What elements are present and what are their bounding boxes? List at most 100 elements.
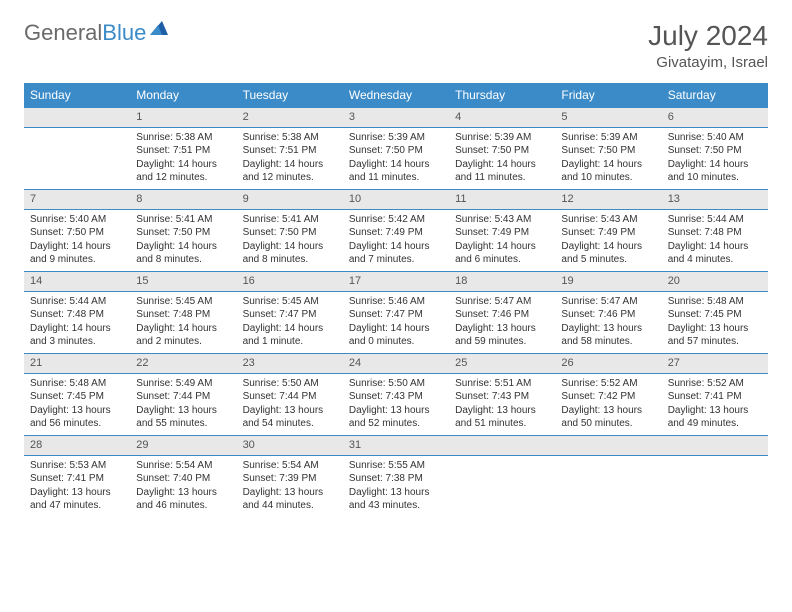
day-content: Sunrise: 5:48 AMSunset: 7:45 PMDaylight:… [24,374,130,435]
day-content: Sunrise: 5:44 AMSunset: 7:48 PMDaylight:… [662,210,768,271]
day-number: 24 [343,353,449,374]
daylight-text: Daylight: 14 hours and 8 minutes. [136,240,230,267]
day-number: 29 [130,435,236,456]
sunset-text: Sunset: 7:50 PM [136,226,230,240]
day-content: Sunrise: 5:40 AMSunset: 7:50 PMDaylight:… [24,210,130,271]
day-number: 4 [449,107,555,128]
sunrise-text: Sunrise: 5:52 AM [668,377,762,391]
day-content: Sunrise: 5:48 AMSunset: 7:45 PMDaylight:… [662,292,768,353]
sunset-text: Sunset: 7:45 PM [668,308,762,322]
sunset-text: Sunset: 7:42 PM [561,390,655,404]
calendar-week-row: 1Sunrise: 5:38 AMSunset: 7:51 PMDaylight… [24,107,768,189]
day-number [662,435,768,456]
daylight-text: Daylight: 14 hours and 11 minutes. [455,158,549,185]
day-number: 12 [555,189,661,210]
day-number: 17 [343,271,449,292]
sunrise-text: Sunrise: 5:49 AM [136,377,230,391]
sunset-text: Sunset: 7:38 PM [349,472,443,486]
sunrise-text: Sunrise: 5:51 AM [455,377,549,391]
day-number: 6 [662,107,768,128]
sunset-text: Sunset: 7:49 PM [455,226,549,240]
sunrise-text: Sunrise: 5:42 AM [349,213,443,227]
calendar-day-cell: 14Sunrise: 5:44 AMSunset: 7:48 PMDayligh… [24,271,130,353]
daylight-text: Daylight: 14 hours and 9 minutes. [30,240,124,267]
sunrise-text: Sunrise: 5:40 AM [30,213,124,227]
day-number: 13 [662,189,768,210]
daylight-text: Daylight: 14 hours and 1 minute. [243,322,337,349]
header: GeneralBlue July 2024 Givatayim, Israel [24,20,768,71]
day-number: 7 [24,189,130,210]
day-number: 20 [662,271,768,292]
weekday-header: Monday [130,83,236,107]
day-content: Sunrise: 5:50 AMSunset: 7:43 PMDaylight:… [343,374,449,435]
daylight-text: Daylight: 13 hours and 46 minutes. [136,486,230,513]
day-number [449,435,555,456]
sunset-text: Sunset: 7:50 PM [561,144,655,158]
day-content: Sunrise: 5:54 AMSunset: 7:40 PMDaylight:… [130,456,236,517]
sunset-text: Sunset: 7:46 PM [455,308,549,322]
calendar-day-cell: 11Sunrise: 5:43 AMSunset: 7:49 PMDayligh… [449,189,555,271]
sunrise-text: Sunrise: 5:39 AM [561,131,655,145]
day-content: Sunrise: 5:52 AMSunset: 7:41 PMDaylight:… [662,374,768,435]
day-number: 21 [24,353,130,374]
title-block: July 2024 Givatayim, Israel [648,20,768,71]
day-content: Sunrise: 5:39 AMSunset: 7:50 PMDaylight:… [555,128,661,189]
calendar-day-cell: 13Sunrise: 5:44 AMSunset: 7:48 PMDayligh… [662,189,768,271]
daylight-text: Daylight: 13 hours and 58 minutes. [561,322,655,349]
day-content: Sunrise: 5:41 AMSunset: 7:50 PMDaylight:… [130,210,236,271]
sunrise-text: Sunrise: 5:38 AM [136,131,230,145]
sunset-text: Sunset: 7:44 PM [243,390,337,404]
sunset-text: Sunset: 7:46 PM [561,308,655,322]
calendar-day-cell: 28Sunrise: 5:53 AMSunset: 7:41 PMDayligh… [24,435,130,517]
day-content: Sunrise: 5:47 AMSunset: 7:46 PMDaylight:… [555,292,661,353]
calendar-day-cell: 18Sunrise: 5:47 AMSunset: 7:46 PMDayligh… [449,271,555,353]
calendar-day-cell: 21Sunrise: 5:48 AMSunset: 7:45 PMDayligh… [24,353,130,435]
sunset-text: Sunset: 7:39 PM [243,472,337,486]
weekday-header: Thursday [449,83,555,107]
sunset-text: Sunset: 7:40 PM [136,472,230,486]
daylight-text: Daylight: 13 hours and 49 minutes. [668,404,762,431]
day-content: Sunrise: 5:52 AMSunset: 7:42 PMDaylight:… [555,374,661,435]
calendar-week-row: 28Sunrise: 5:53 AMSunset: 7:41 PMDayligh… [24,435,768,517]
sunset-text: Sunset: 7:51 PM [243,144,337,158]
day-number [24,107,130,128]
calendar-week-row: 7Sunrise: 5:40 AMSunset: 7:50 PMDaylight… [24,189,768,271]
day-content: Sunrise: 5:38 AMSunset: 7:51 PMDaylight:… [130,128,236,189]
day-content: Sunrise: 5:50 AMSunset: 7:44 PMDaylight:… [237,374,343,435]
sunrise-text: Sunrise: 5:45 AM [243,295,337,309]
sunrise-text: Sunrise: 5:54 AM [243,459,337,473]
daylight-text: Daylight: 13 hours and 52 minutes. [349,404,443,431]
sunrise-text: Sunrise: 5:38 AM [243,131,337,145]
day-number: 30 [237,435,343,456]
calendar-day-cell: 23Sunrise: 5:50 AMSunset: 7:44 PMDayligh… [237,353,343,435]
sunrise-text: Sunrise: 5:44 AM [668,213,762,227]
day-number: 9 [237,189,343,210]
day-content: Sunrise: 5:45 AMSunset: 7:48 PMDaylight:… [130,292,236,353]
daylight-text: Daylight: 13 hours and 56 minutes. [30,404,124,431]
calendar-day-cell: 16Sunrise: 5:45 AMSunset: 7:47 PMDayligh… [237,271,343,353]
daylight-text: Daylight: 13 hours and 54 minutes. [243,404,337,431]
daylight-text: Daylight: 14 hours and 10 minutes. [561,158,655,185]
sunset-text: Sunset: 7:47 PM [243,308,337,322]
day-number: 25 [449,353,555,374]
sunset-text: Sunset: 7:48 PM [136,308,230,322]
daylight-text: Daylight: 14 hours and 4 minutes. [668,240,762,267]
sunrise-text: Sunrise: 5:44 AM [30,295,124,309]
sunrise-text: Sunrise: 5:41 AM [243,213,337,227]
calendar-day-cell: 26Sunrise: 5:52 AMSunset: 7:42 PMDayligh… [555,353,661,435]
month-title: July 2024 [648,20,768,52]
calendar-day-cell: 31Sunrise: 5:55 AMSunset: 7:38 PMDayligh… [343,435,449,517]
day-content: Sunrise: 5:40 AMSunset: 7:50 PMDaylight:… [662,128,768,189]
daylight-text: Daylight: 13 hours and 51 minutes. [455,404,549,431]
calendar-day-cell: 25Sunrise: 5:51 AMSunset: 7:43 PMDayligh… [449,353,555,435]
sunrise-text: Sunrise: 5:46 AM [349,295,443,309]
weekday-header-row: Sunday Monday Tuesday Wednesday Thursday… [24,83,768,107]
calendar-day-cell: 27Sunrise: 5:52 AMSunset: 7:41 PMDayligh… [662,353,768,435]
daylight-text: Daylight: 14 hours and 6 minutes. [455,240,549,267]
sunrise-text: Sunrise: 5:53 AM [30,459,124,473]
daylight-text: Daylight: 14 hours and 0 minutes. [349,322,443,349]
sunrise-text: Sunrise: 5:52 AM [561,377,655,391]
daylight-text: Daylight: 13 hours and 50 minutes. [561,404,655,431]
calendar-week-row: 14Sunrise: 5:44 AMSunset: 7:48 PMDayligh… [24,271,768,353]
calendar-day-cell: 3Sunrise: 5:39 AMSunset: 7:50 PMDaylight… [343,107,449,189]
